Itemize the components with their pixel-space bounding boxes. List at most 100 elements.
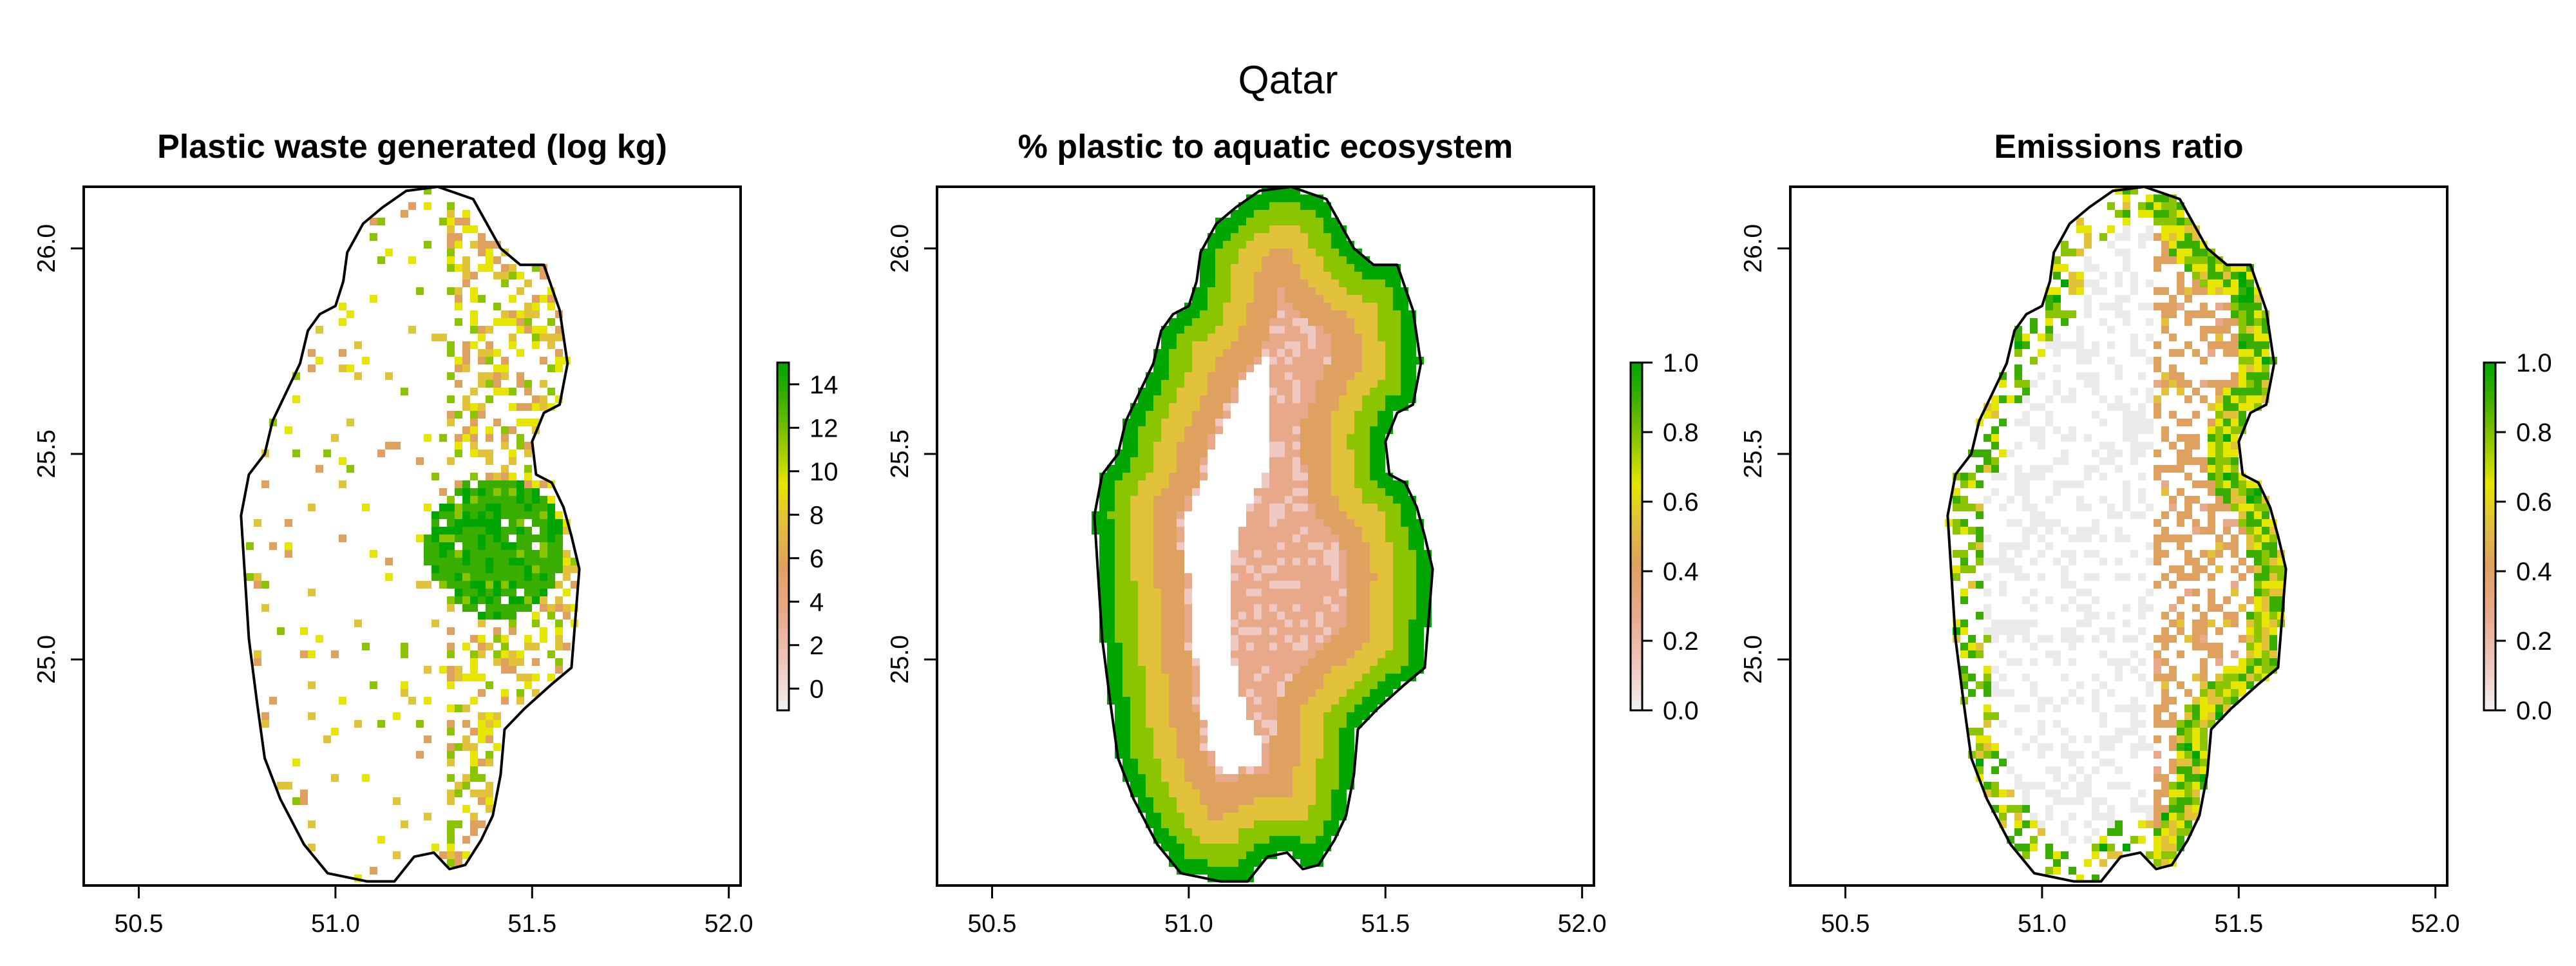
raster-cell bbox=[2076, 635, 2084, 643]
raster-cell bbox=[1300, 681, 1308, 689]
raster-cell bbox=[1300, 859, 1308, 867]
raster-cell bbox=[1177, 720, 1184, 728]
raster-cell bbox=[1300, 705, 1308, 712]
raster-cell bbox=[2184, 766, 2192, 774]
raster-cell bbox=[2231, 450, 2239, 457]
raster-cell bbox=[2154, 820, 2161, 828]
raster-cell bbox=[2231, 442, 2239, 450]
raster-cell bbox=[555, 658, 563, 666]
raster-cell bbox=[2231, 666, 2239, 674]
raster-cell bbox=[1200, 751, 1208, 759]
raster-cell bbox=[2192, 434, 2200, 442]
raster-cell bbox=[2215, 403, 2223, 411]
raster-cell bbox=[1153, 759, 1161, 766]
raster-cell bbox=[1223, 303, 1231, 310]
raster-cell bbox=[1169, 782, 1177, 790]
raster-cell bbox=[2022, 334, 2030, 341]
raster-cell bbox=[1130, 658, 1138, 666]
raster-cell bbox=[486, 496, 493, 504]
raster-cell bbox=[1215, 836, 1223, 844]
raster-cell bbox=[1316, 813, 1323, 820]
raster-cell bbox=[478, 496, 486, 504]
raster-cell bbox=[470, 658, 478, 666]
raster-cell bbox=[1223, 225, 1231, 233]
raster-cell bbox=[1293, 743, 1300, 751]
raster-cell bbox=[1393, 279, 1401, 287]
raster-cell bbox=[2231, 542, 2239, 550]
raster-cell bbox=[1331, 303, 1339, 310]
raster-cell bbox=[563, 550, 571, 558]
raster-cell bbox=[1285, 650, 1293, 658]
raster-cell bbox=[1960, 504, 1968, 511]
raster-cell bbox=[1130, 712, 1138, 720]
raster-cell bbox=[1262, 256, 1269, 264]
raster-cell bbox=[2200, 287, 2208, 295]
raster-cell bbox=[1177, 620, 1184, 627]
raster-cell bbox=[1146, 395, 1153, 403]
raster-cell bbox=[1285, 743, 1293, 751]
raster-cell bbox=[1354, 697, 1362, 705]
raster-cell bbox=[1146, 450, 1153, 457]
raster-cell bbox=[1161, 728, 1169, 735]
raster-cell bbox=[447, 287, 455, 295]
raster-cell bbox=[470, 581, 478, 589]
raster-cell bbox=[2169, 256, 2177, 264]
raster-cell bbox=[2254, 558, 2262, 565]
raster-cell bbox=[1177, 341, 1184, 349]
raster-cell bbox=[2107, 303, 2115, 310]
raster-cell bbox=[1192, 782, 1200, 790]
raster-cell bbox=[1269, 272, 1277, 279]
raster-cell bbox=[1192, 395, 1200, 403]
raster-cell bbox=[2014, 774, 2022, 782]
raster-cell bbox=[1300, 202, 1308, 210]
raster-cell bbox=[1254, 813, 1262, 820]
raster-cell bbox=[1347, 341, 1354, 349]
raster-cell bbox=[1393, 550, 1401, 558]
raster-cell bbox=[2092, 844, 2099, 851]
raster-cell bbox=[1200, 766, 1208, 774]
raster-cell bbox=[1300, 480, 1308, 488]
raster-cell bbox=[1115, 728, 1122, 735]
raster-cell bbox=[1984, 735, 1991, 743]
map-area bbox=[1092, 185, 1434, 883]
raster-cell bbox=[2169, 851, 2177, 859]
raster-cell bbox=[1269, 581, 1277, 589]
raster-cell bbox=[1169, 372, 1177, 380]
raster-cell bbox=[2184, 450, 2192, 457]
raster-cell bbox=[1347, 581, 1354, 589]
raster-cell bbox=[1362, 650, 1370, 658]
raster-cell bbox=[2099, 797, 2107, 805]
raster-cell bbox=[1331, 774, 1339, 782]
raster-cell bbox=[1146, 728, 1153, 735]
raster-cell bbox=[478, 403, 486, 411]
raster-cell bbox=[447, 233, 455, 241]
raster-cell bbox=[1393, 558, 1401, 565]
raster-cell bbox=[1269, 287, 1277, 295]
raster-cell bbox=[1177, 666, 1184, 674]
raster-cell bbox=[1099, 511, 1107, 519]
raster-cell bbox=[2208, 434, 2215, 442]
raster-cell bbox=[1308, 666, 1316, 674]
raster-cell bbox=[2246, 650, 2254, 658]
raster-cell bbox=[470, 542, 478, 550]
raster-cell bbox=[2239, 419, 2246, 426]
raster-cell bbox=[1370, 310, 1378, 318]
raster-cell bbox=[540, 527, 547, 535]
raster-cell bbox=[2231, 581, 2239, 589]
raster-cell bbox=[1238, 596, 1246, 604]
raster-cell bbox=[1184, 635, 1192, 643]
raster-cell bbox=[2123, 426, 2130, 434]
raster-cell bbox=[1354, 558, 1362, 565]
raster-cell bbox=[1231, 295, 1238, 303]
raster-cell bbox=[1223, 279, 1231, 287]
raster-cell bbox=[1223, 310, 1231, 318]
raster-cell bbox=[2123, 318, 2130, 326]
raster-cell bbox=[486, 720, 493, 728]
raster-cell bbox=[447, 256, 455, 264]
raster-cell bbox=[1231, 550, 1238, 558]
raster-cell bbox=[1153, 473, 1161, 480]
raster-cell bbox=[2030, 465, 2038, 473]
raster-cell bbox=[516, 380, 524, 388]
raster-cell bbox=[532, 303, 540, 310]
raster-cell bbox=[2269, 558, 2277, 565]
